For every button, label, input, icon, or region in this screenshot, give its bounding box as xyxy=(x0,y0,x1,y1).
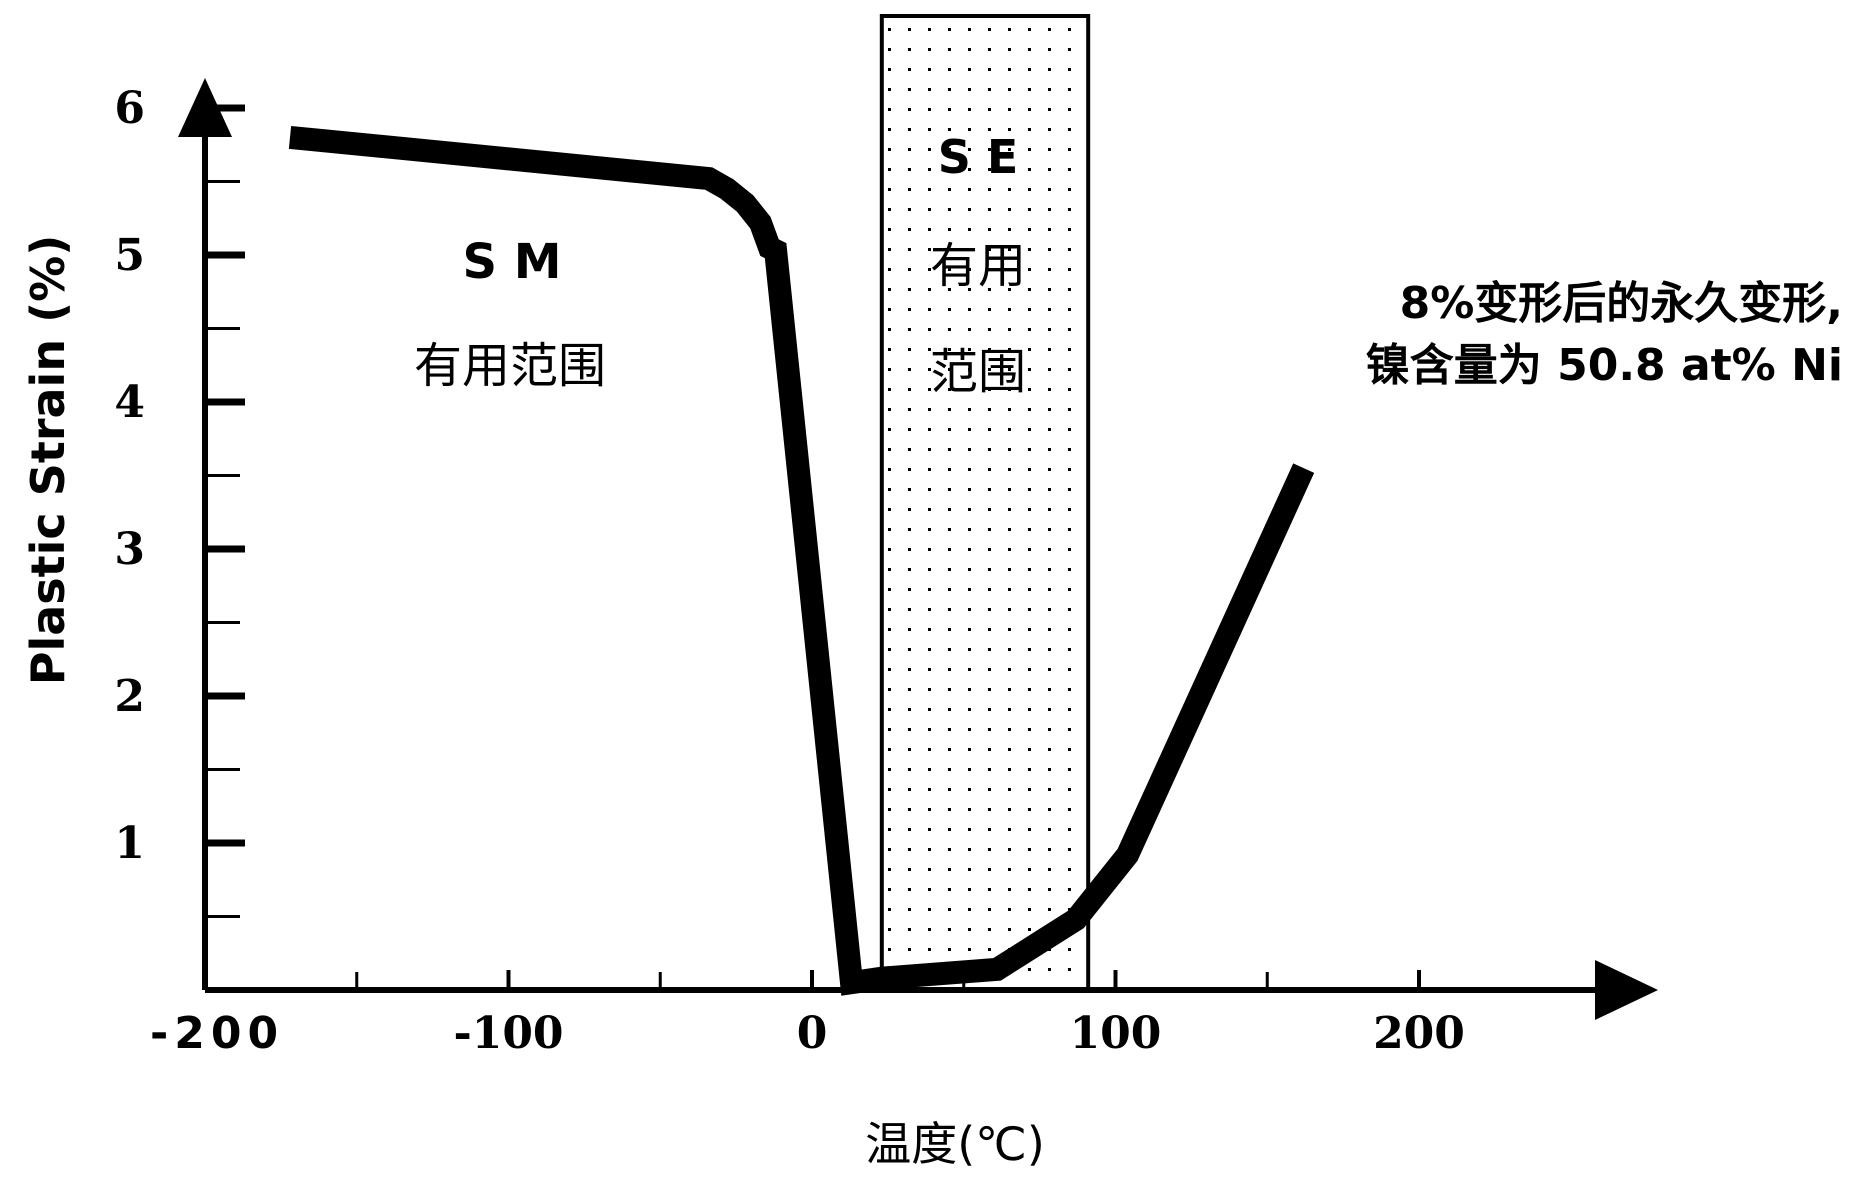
x-tick-label-200: 200 xyxy=(1373,1008,1465,1059)
region-se-desc-line1: 有用 xyxy=(930,238,1026,294)
x-axis-arrow xyxy=(1595,960,1658,1020)
region-se xyxy=(879,14,1091,992)
region-se-label: S E xyxy=(938,130,1019,184)
annotation-note-line2: 镍含量为 50.8 at% Ni xyxy=(1366,340,1843,391)
y-tick-label-5: 5 xyxy=(114,230,145,281)
x-tick-label--200: -200 xyxy=(150,1008,284,1059)
y-tick-label-1: 1 xyxy=(114,818,145,869)
annotation-note-line1: 8%变形后的永久变形, xyxy=(1400,278,1843,329)
x-tick-label--100: -100 xyxy=(453,1008,563,1059)
region-layer xyxy=(879,14,1091,992)
axes: 1 2 3 4 5 6 -200 -100 0 100 200 xyxy=(114,78,1658,1059)
y-axis-label: Plastic Strain (%) xyxy=(21,235,75,685)
y-tick-label-4: 4 xyxy=(114,377,145,428)
series-layer xyxy=(288,125,1315,996)
region-se-desc-line2: 范围 xyxy=(930,344,1026,400)
y-tick-label-2: 2 xyxy=(114,671,145,722)
series-line-0 xyxy=(288,125,1315,996)
y-tick-label-6: 6 xyxy=(114,83,145,134)
sm-desc: 有用范围 xyxy=(414,338,606,394)
sm-label: S M xyxy=(462,234,561,290)
x-tick-label-100: 100 xyxy=(1070,1008,1162,1059)
x-axis-label: 温度(℃) xyxy=(865,1117,1045,1171)
x-tick-label-0: 0 xyxy=(797,1008,828,1059)
y-tick-label-3: 3 xyxy=(114,524,145,575)
